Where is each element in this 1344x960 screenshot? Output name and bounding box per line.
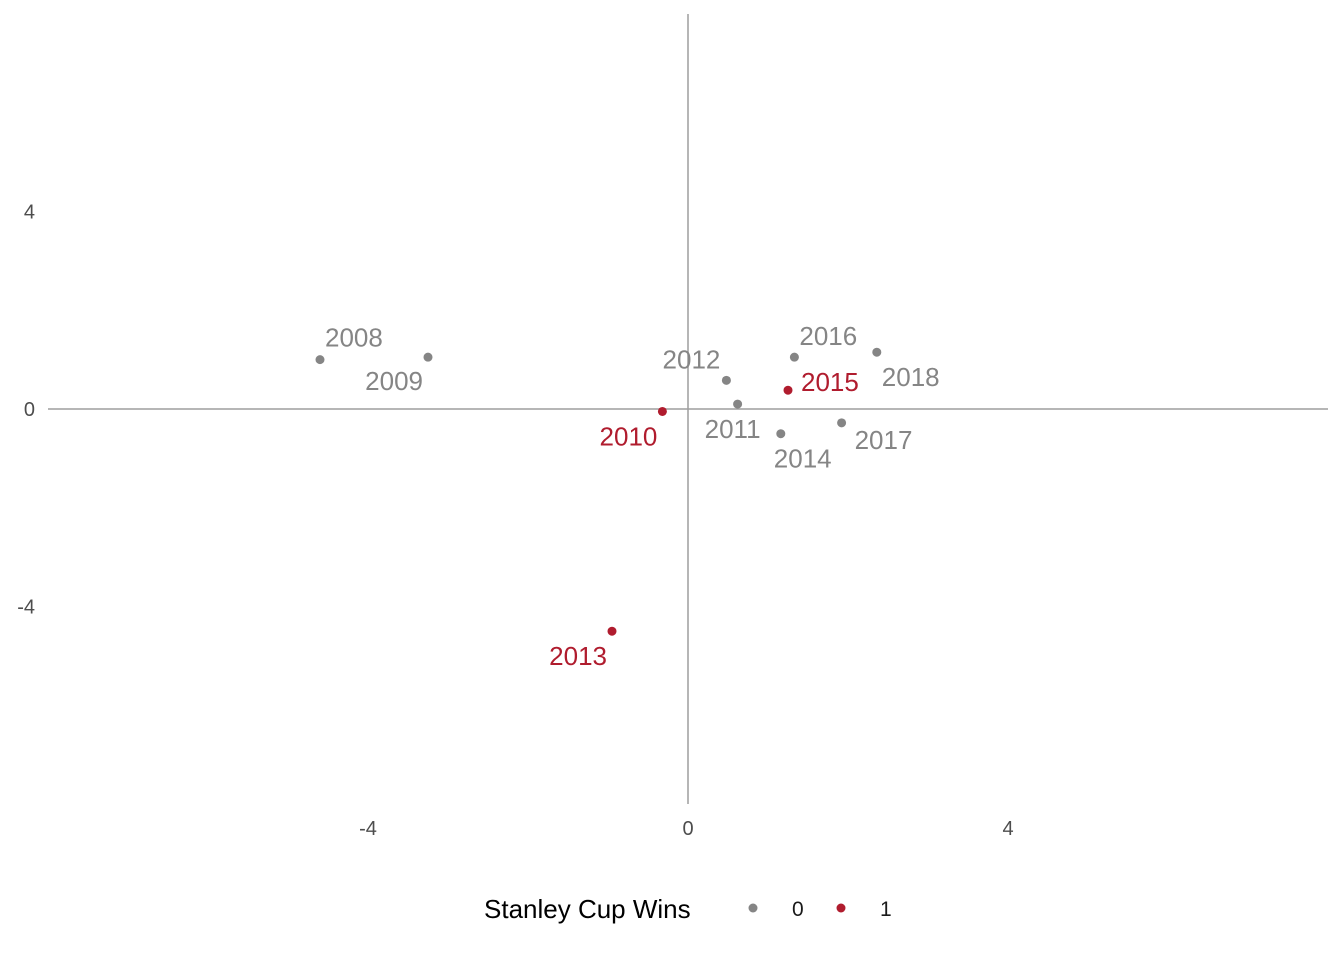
legend-label-1: 1 (880, 898, 892, 921)
y-tick-label: 0 (24, 399, 35, 421)
axes (48, 14, 1328, 804)
legend-title: Stanley Cup Wins (484, 894, 691, 924)
point-labels: 2008 2009 2010 2011 2012 2013 2014 2015 2016 2017… (325, 321, 940, 671)
data-points (315, 347, 882, 636)
data-point-2011 (733, 399, 743, 409)
data-point-2015 (783, 385, 793, 395)
tick-labels: -4 0 4 4 0 -4 (17, 202, 1013, 841)
data-point-2009 (423, 352, 433, 362)
point-label-2009: 2009 (365, 366, 423, 396)
x-tick-label: 0 (682, 818, 693, 840)
x-tick-label: -4 (359, 818, 377, 840)
y-tick-label: -4 (17, 597, 35, 619)
legend: Stanley Cup Wins 0 1 (484, 894, 892, 924)
data-point-2017 (837, 418, 847, 428)
data-point-2008 (315, 355, 325, 365)
point-label-2013: 2013 (549, 641, 607, 671)
data-point-2013 (607, 626, 617, 636)
data-point-2014 (776, 429, 786, 439)
legend-label-0: 0 (792, 898, 804, 921)
legend-key-1 (836, 903, 846, 913)
point-label-2010: 2010 (600, 421, 658, 451)
data-point-2018 (872, 347, 882, 357)
data-point-2016 (789, 352, 799, 362)
y-tick-label: 4 (24, 202, 35, 224)
point-label-2018: 2018 (882, 362, 940, 392)
x-tick-label: 4 (1002, 818, 1013, 840)
point-label-2016: 2016 (799, 321, 857, 351)
point-label-2017: 2017 (855, 425, 913, 455)
point-label-2011: 2011 (705, 414, 761, 444)
data-point-2010 (657, 406, 667, 416)
point-label-2015: 2015 (801, 367, 859, 397)
legend-key-0 (748, 903, 758, 913)
data-point-2012 (721, 375, 731, 385)
point-label-2008: 2008 (325, 323, 383, 353)
point-label-2012: 2012 (663, 344, 721, 374)
point-label-2014: 2014 (774, 444, 832, 474)
